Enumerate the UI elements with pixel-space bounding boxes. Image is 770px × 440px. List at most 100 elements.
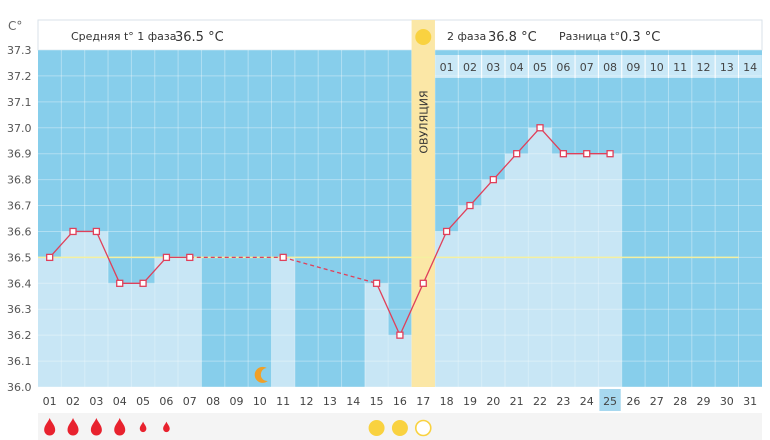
x-tick-label: 08 [206,395,220,408]
temperature-bar [388,335,412,387]
temperature-point [46,253,54,262]
y-tick-label: 37.3 [7,44,32,57]
temperature-bar [131,283,155,387]
y-tick-label: 37.2 [7,70,32,83]
y-tick-label: 37.0 [7,122,32,135]
temperature-bar [271,257,295,387]
x-tick-label: 22 [533,395,547,408]
phase2-day-label: 05 [533,61,547,74]
difference-value: 0.3 °C [620,30,660,45]
y-axis-unit: C° [8,19,22,33]
blood-drop-icon [114,418,126,436]
phase2-day-label: 07 [580,61,594,74]
phase2-day-label: 02 [463,61,477,74]
x-tick-label: 19 [463,395,477,408]
phase2-day-label: 01 [440,61,454,74]
phase1-average-label: Средняя t° 1 фаза [71,30,177,43]
temperature-bar [364,283,389,387]
x-tick-label: 26 [626,395,640,408]
x-tick-label: 21 [510,395,524,408]
phase2-day-label: 06 [556,61,570,74]
x-tick-label: 31 [743,395,757,408]
temperature-point [186,253,194,262]
sun-outline-icon [414,419,432,437]
temperature-bar [458,205,482,387]
temperature-line-segment [539,127,564,155]
phase2-day-label: 13 [720,61,734,74]
x-tick-label: 07 [183,395,197,408]
current-day-highlight [599,389,621,411]
y-tick-label: 36.0 [7,381,32,394]
x-tick-label: 24 [580,395,594,408]
temperature-point [513,150,521,158]
temperature-point [489,175,497,184]
temperature-line-segment [516,127,541,155]
y-tick-label: 36.4 [7,277,32,290]
x-tick-label: 06 [159,395,173,408]
x-tick-label: 18 [440,395,454,408]
temperature-point [372,279,381,287]
temperature-bar [61,231,85,387]
temperature-point [559,150,568,158]
y-tick-label: 36.3 [7,303,32,316]
blood-drop-icon [90,418,102,436]
temperature-line-segment [142,256,167,284]
sun-icon [415,29,432,45]
blood-drop-icon [67,418,79,436]
temperature-point [466,201,474,210]
y-tick-label: 36.5 [7,251,32,264]
x-tick-label: 05 [136,395,150,408]
temperature-point [162,253,171,262]
difference-label: Разница t° [559,30,620,43]
temperature-point [442,227,451,236]
temperature-bar [434,231,459,387]
x-tick-label: 04 [113,395,127,408]
phase2-day-label: 10 [650,61,664,74]
temperature-line-segment [399,283,424,336]
x-tick-label: 30 [720,395,734,408]
x-tick-label: 20 [486,395,500,408]
ovulation-band [411,20,435,387]
phase2-day-label: 14 [743,61,757,74]
y-tick-label: 36.1 [7,355,32,368]
x-tick-label: 15 [370,395,384,408]
x-tick-label: 03 [89,395,103,408]
temperature-bar [108,283,132,387]
temperature-line-segment [422,231,448,284]
phase2-day-label: 12 [696,61,710,74]
temperature-bar [38,257,62,387]
temperature-line-segment [375,283,401,336]
temperature-line-segment [469,179,494,206]
x-tick-label: 28 [673,395,687,408]
sun-filled-icon [391,420,408,436]
temperature-bar [598,153,622,387]
y-tick-label: 36.2 [7,329,32,342]
temperature-bar [575,153,599,387]
x-tick-label: 13 [323,395,337,408]
moon-icon [254,366,268,383]
x-tick-label: 27 [650,395,664,408]
temperature-point [139,279,147,287]
phase2-average-label: 2 фаза [447,30,486,43]
x-tick-label: 25 [603,395,617,408]
phase2-day-label: 03 [486,61,500,74]
sun-filled-icon [368,420,385,436]
temperature-point [583,150,591,158]
phase2-average-value: 36.8 °C [488,30,537,45]
temperature-line-segment [95,231,121,284]
phase2-day-label: 08 [603,61,617,74]
blood-drop-icon [44,418,56,436]
temperature-line-segment [446,205,471,232]
y-tick-label: 36.8 [7,174,32,187]
phase2-day-label: 09 [626,61,640,74]
temperature-point [92,227,101,236]
y-tick-label: 36.7 [7,200,32,213]
x-tick-label: 23 [556,395,570,408]
phase2-day-label: 04 [510,61,524,74]
y-tick-label: 36.6 [7,225,32,238]
x-tick-label: 09 [229,395,243,408]
temperature-bar [505,153,529,387]
blood-drop-icon [139,421,147,433]
temperature-point [606,150,614,158]
x-tick-label: 02 [66,395,80,408]
